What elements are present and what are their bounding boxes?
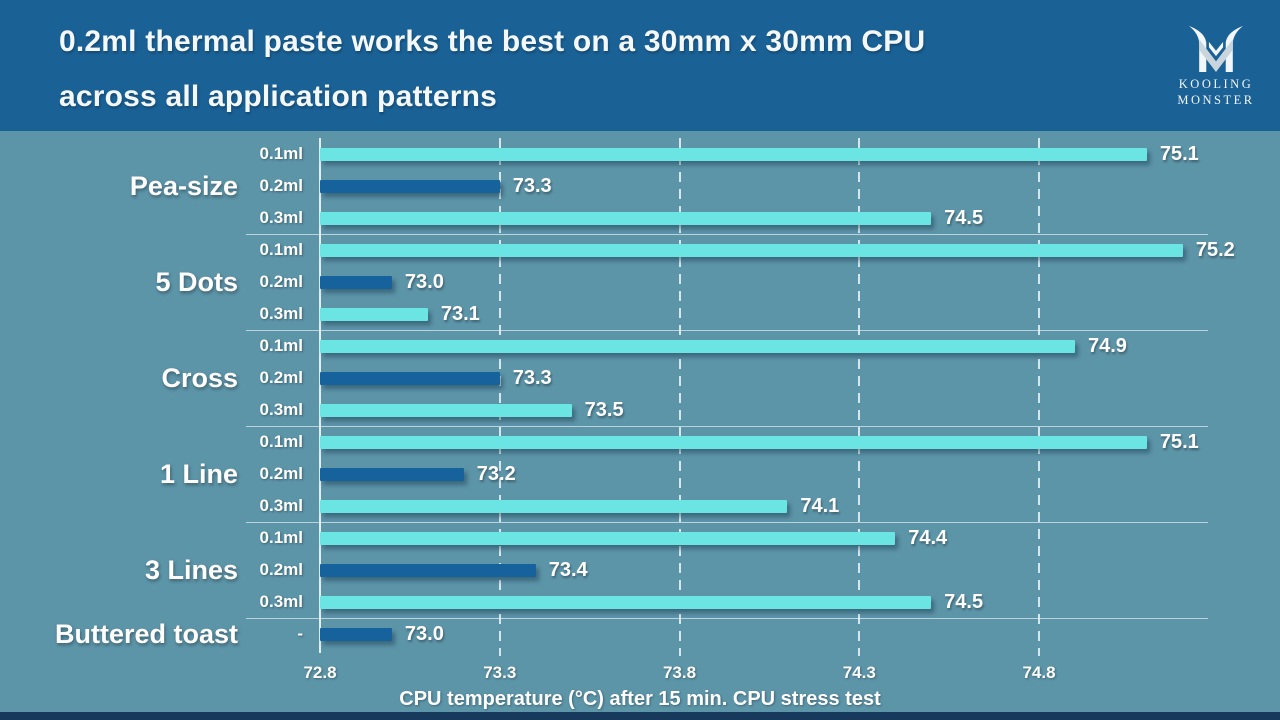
bar (320, 307, 428, 321)
bar-chart: CPU temperature (°C) after 15 min. CPU s… (0, 131, 1280, 712)
bar (320, 179, 500, 193)
bar (320, 467, 464, 481)
category-label: Cross (161, 362, 238, 393)
gridline (678, 138, 681, 656)
bar-value-label: 73.0 (404, 623, 444, 645)
bar (320, 243, 1183, 257)
gridline (498, 138, 501, 656)
bar-value-label: 73.3 (512, 175, 552, 197)
slide-header: 0.2ml thermal paste works the best on a … (0, 0, 1280, 131)
series-label: 0.1ml (259, 336, 303, 355)
bar (320, 275, 392, 289)
bar-value-label: 74.1 (800, 495, 840, 517)
bar-value-label: 73.3 (512, 367, 552, 389)
logo-text-monster: MONSTER (1177, 93, 1255, 107)
bar (320, 339, 1075, 353)
bar-value-label: 73.1 (440, 303, 480, 325)
bar (320, 627, 392, 641)
bar-value-label: 73.4 (548, 559, 588, 581)
series-label: 0.3ml (259, 208, 303, 227)
group-separator (246, 618, 1208, 619)
kooling-monster-logo: KOOLING MONSTER (1170, 26, 1262, 108)
bar-value-label: 73.2 (476, 463, 516, 485)
slide-title-line2: across all application patterns (59, 80, 498, 113)
category-label: 1 Line (159, 458, 238, 489)
series-label: 0.1ml (259, 432, 303, 451)
bar (320, 531, 896, 545)
bar (320, 563, 536, 577)
x-tick-label: 74.3 (842, 663, 876, 682)
bar (320, 147, 1147, 161)
slide-title-line1: 0.2ml thermal paste works the best on a … (59, 25, 926, 58)
x-tick-label: 72.8 (303, 663, 337, 682)
category-label: 5 Dots (155, 266, 238, 297)
bar-value-label: 75.2 (1195, 239, 1235, 261)
gridline (858, 138, 861, 656)
bar-value-label: 75.1 (1159, 431, 1199, 453)
bar-value-label: 74.5 (944, 207, 984, 229)
x-tick-label: 73.8 (662, 663, 697, 682)
category-label: Pea-size (129, 170, 238, 201)
bar-value-label: 74.4 (908, 527, 948, 549)
bar-value-label: 74.5 (944, 591, 984, 613)
x-tick-label: 74.8 (1022, 663, 1056, 682)
series-label: 0.2ml (259, 176, 303, 195)
series-label: 0.1ml (259, 528, 303, 547)
series-label: - (297, 624, 303, 643)
gridline (1038, 138, 1041, 656)
series-label: 0.2ml (259, 560, 303, 579)
series-label: 0.2ml (259, 464, 303, 483)
group-separator (246, 330, 1208, 331)
bottom-accent-strip (0, 712, 1280, 720)
bar (320, 211, 932, 225)
group-separator (246, 522, 1208, 523)
slide-title: 0.2ml thermal paste works the best on a … (59, 14, 1209, 124)
series-label: 0.3ml (259, 592, 303, 611)
category-label: Buttered toast (54, 618, 238, 649)
bar (320, 371, 500, 385)
bar-value-label: 73.0 (404, 271, 444, 293)
series-label: 0.3ml (259, 400, 303, 419)
series-label: 0.2ml (259, 272, 303, 291)
series-label: 0.1ml (259, 144, 303, 163)
bar-value-label: 73.5 (584, 399, 624, 421)
x-tick-label: 73.3 (483, 663, 517, 682)
series-label: 0.3ml (259, 304, 303, 323)
bar (320, 435, 1147, 449)
bar (320, 595, 932, 609)
series-label: 0.2ml (259, 368, 303, 387)
series-label: 0.1ml (259, 240, 303, 259)
bar (320, 403, 572, 417)
bar-value-label: 74.9 (1087, 335, 1127, 357)
group-separator (246, 426, 1208, 427)
category-label: 3 Lines (144, 554, 238, 585)
group-separator (246, 234, 1208, 235)
axis-baseline (319, 138, 321, 653)
series-label: 0.3ml (259, 496, 303, 515)
bar-value-label: 75.1 (1159, 143, 1199, 165)
logo-text-kooling: KOOLING (1178, 77, 1254, 91)
bar (320, 499, 788, 513)
x-axis-title: CPU temperature (°C) after 15 min. CPU s… (399, 688, 881, 710)
monster-horns-m-icon (1189, 26, 1243, 72)
